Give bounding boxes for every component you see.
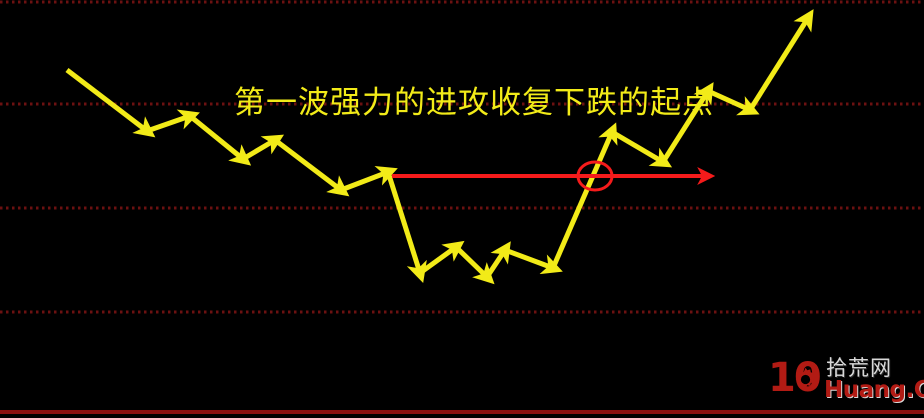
price-leg-11 xyxy=(504,247,563,275)
price-zigzag-path xyxy=(65,9,814,285)
price-leg-12 xyxy=(550,122,618,269)
price-leg-10 xyxy=(484,241,511,279)
price-leg-4 xyxy=(241,134,285,162)
price-leg-1 xyxy=(65,68,156,138)
gear-icon xyxy=(795,367,816,388)
price-leg-7 xyxy=(385,171,427,284)
price-leg-5 xyxy=(273,138,350,197)
price-leg-9 xyxy=(454,245,495,285)
price-leg-6 xyxy=(340,165,398,193)
watermark-site-name: 拾荒网 xyxy=(826,356,892,380)
site-watermark: 10 拾荒网 Huang.CN xyxy=(768,356,924,410)
price-leg-16 xyxy=(747,9,814,112)
watermark-domain: Huang.CN xyxy=(824,377,924,403)
price-leg-8 xyxy=(418,240,465,276)
breakout-circle xyxy=(576,160,614,192)
price-leg-3 xyxy=(188,114,252,166)
price-leg-2 xyxy=(146,109,200,134)
price-leg-15 xyxy=(706,88,760,116)
annotation-title: 第一波强力的进攻收复下跌的起点 xyxy=(234,85,714,121)
price-leg-14 xyxy=(660,82,714,164)
price-leg-13 xyxy=(610,129,673,168)
